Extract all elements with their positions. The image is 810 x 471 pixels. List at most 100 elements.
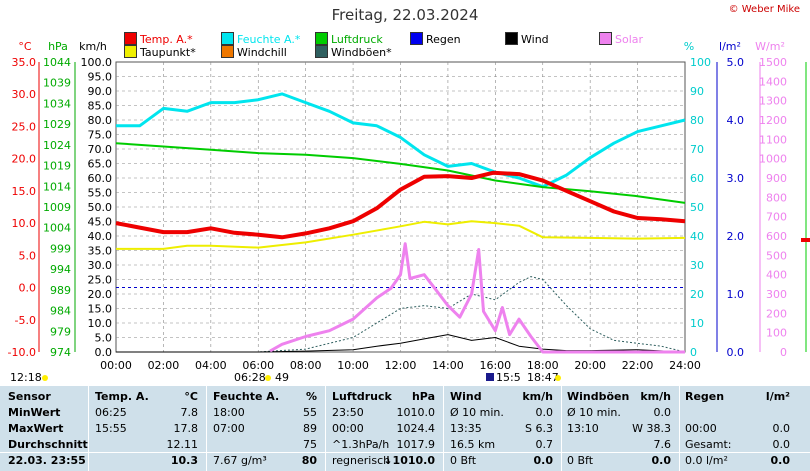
moonrise-time: 12:18 — [10, 371, 42, 384]
rain-axis-unit: l/m² — [719, 40, 741, 53]
series-line-temp-a — [115, 170, 686, 240]
humidity-tick-label: 80 — [690, 114, 704, 127]
humidity-tick-label: 20 — [690, 288, 704, 301]
legend-swatch — [124, 32, 137, 45]
wind-tick-label: 80.0 — [88, 114, 113, 127]
pressure-tick-label: 979 — [50, 325, 71, 338]
weather-chart: °C hPa km/h% l/m² W/m²35.030.025.020.015.010… — [8, 40, 810, 384]
time-tick-label: 24:00 — [669, 359, 701, 372]
time-tick-label: 10:00 — [337, 359, 369, 372]
moon-icon — [42, 375, 48, 381]
wind-tick-label: 0.0 — [95, 346, 113, 359]
zenith-time: 15:5 — [496, 371, 521, 384]
max-row-cell: S 6.3 — [525, 422, 553, 435]
wind-tick-label: 85.0 — [88, 100, 113, 113]
humidity-tick-label: 40 — [690, 230, 704, 243]
max-row-cell: 13:10 — [567, 422, 599, 435]
legend-item: Windchill — [221, 45, 287, 59]
legend-label: Windchill — [237, 46, 287, 59]
wind-tick-label: 95.0 — [88, 71, 113, 84]
legend-swatch — [599, 32, 612, 45]
legend-swatch — [221, 32, 234, 45]
legend-label: Solar — [615, 33, 644, 46]
table-row-divider — [0, 452, 810, 453]
legend-swatch — [221, 45, 234, 58]
solar-axis-unit: W/m² — [755, 40, 785, 53]
humidity-tick-label: 50 — [690, 201, 704, 214]
min-row-cell: 55 — [303, 406, 317, 419]
current-row-cell: ↓1010.0 — [383, 454, 435, 467]
pressure-tick-label: 1029 — [43, 118, 71, 131]
max-row-cell: MaxWert — [8, 422, 64, 435]
legend-label: Taupunkt* — [140, 46, 196, 59]
solar-tick-label: 1300 — [759, 95, 787, 108]
solar-tick-label: 1100 — [759, 133, 787, 146]
table-column-separator — [443, 386, 444, 471]
table-header-cell: hPa — [411, 390, 435, 403]
wind-tick-label: 65.0 — [88, 158, 113, 171]
min-row-cell: Ø 10 min. — [567, 406, 621, 419]
time-tick-label: 08:00 — [290, 359, 322, 372]
pressure-tick-label: 989 — [50, 284, 71, 297]
marker-band — [116, 354, 685, 356]
avg-row-cell: 7.6 — [653, 438, 672, 451]
rain-tick-label: 1.0 — [727, 288, 745, 301]
avg-row-cell: ^1.3hPa/h — [332, 438, 390, 451]
table-header-cell: km/h — [522, 390, 553, 403]
solar-tick-label: 400 — [766, 269, 787, 282]
legend-swatch — [124, 45, 137, 58]
humidity-tick-label: 10 — [690, 317, 704, 330]
table-header-cell: Regen — [685, 390, 725, 403]
current-row-cell: 10.3 — [170, 454, 198, 467]
table-header-cell: Feuchte A. — [213, 390, 280, 403]
legend-swatch — [505, 32, 518, 45]
legend-item: Regen — [410, 32, 461, 46]
solar-tick-label: 100 — [766, 327, 787, 340]
statistics-table: Sensor Temp. A. °C Feuchte A.% Luftdruck hPa W… — [0, 386, 810, 471]
sunset-icon — [555, 375, 561, 381]
pressure-tick-label: 1039 — [43, 77, 71, 90]
solar-tick-label: 500 — [766, 249, 787, 262]
current-temp-marker — [801, 238, 810, 242]
table-column-separator — [206, 386, 207, 471]
humidity-tick-label: 60 — [690, 172, 704, 185]
table-column-separator — [325, 386, 326, 471]
legend-item: Taupunkt* — [124, 45, 196, 59]
rain-tick-label: 0.0 — [727, 346, 745, 359]
solar-tick-label: 600 — [766, 230, 787, 243]
min-row-cell: Ø 10 min. — [450, 406, 504, 419]
rain-tick-label: 3.0 — [727, 172, 745, 185]
sun-icon — [265, 375, 271, 381]
wind-tick-label: 20.0 — [88, 288, 113, 301]
table-header-cell: Temp. A. — [95, 390, 149, 403]
series-line-solar — [269, 242, 685, 354]
table-header-cell: l/m² — [765, 390, 790, 403]
temp-tick-label: -10.0 — [8, 346, 36, 359]
legend-swatch — [315, 45, 328, 58]
legend-item: Feuchte A.* — [221, 32, 300, 46]
temp-tick-label: -5.0 — [15, 314, 36, 327]
legend-label: Feuchte A.* — [237, 33, 301, 46]
wind-tick-label: 90.0 — [88, 85, 113, 98]
max-row-cell: 00:00 — [685, 422, 717, 435]
max-row-cell: 07:00 — [213, 422, 245, 435]
sunrise-time: 06:28 — [234, 371, 266, 384]
min-row-cell: 06:25 — [95, 406, 127, 419]
table-header-cell: km/h — [640, 390, 671, 403]
wind-tick-label: 75.0 — [88, 129, 113, 142]
pressure-tick-label: 994 — [50, 263, 71, 276]
pressure-tick-label: 984 — [50, 305, 71, 318]
min-row-cell: 0.0 — [653, 406, 672, 419]
zenith-icon — [486, 373, 494, 381]
max-row-cell: 1024.4 — [396, 422, 436, 435]
min-row-cell: 23:50 — [332, 406, 364, 419]
time-tick-label: 12:00 — [385, 359, 417, 372]
solar-tick-label: 1400 — [759, 75, 787, 88]
temp-tick-label: 0.0 — [19, 282, 37, 295]
pressure-tick-label: 1009 — [43, 201, 71, 214]
current-row-cell: regnerisch — [332, 454, 391, 467]
max-row-cell: 89 — [303, 422, 317, 435]
copyright-link[interactable]: © Weber Mike — [728, 4, 800, 15]
legend-item: Solar — [599, 32, 643, 46]
legend-label: Wind — [521, 33, 549, 46]
